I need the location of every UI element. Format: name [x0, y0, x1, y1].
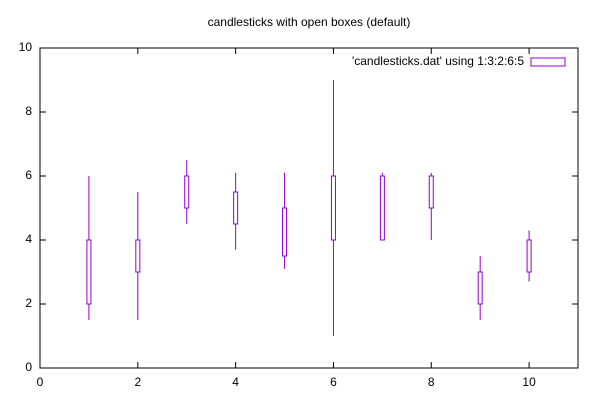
y-tick-label: 4: [25, 232, 32, 246]
x-tick-label: 2: [134, 375, 141, 389]
y-tick-label: 0: [25, 360, 32, 374]
x-tick-label: 0: [37, 375, 44, 389]
y-tick-label: 2: [25, 296, 32, 310]
chart-title: candlesticks with open boxes (default): [208, 15, 411, 29]
legend-label: 'candlesticks.dat' using 1:3:2:6:5: [352, 54, 524, 68]
candle-box: [282, 207, 288, 257]
y-tick-label: 10: [19, 40, 33, 54]
candle-box: [184, 175, 190, 209]
candle-box: [233, 191, 239, 225]
plot-frame: [39, 47, 579, 369]
x-tick-label: 6: [330, 375, 337, 389]
x-tick-label: 8: [428, 375, 435, 389]
candle-box: [86, 239, 92, 305]
legend-key: [530, 57, 566, 67]
candle-box: [330, 175, 336, 241]
x-tick-label: 10: [522, 375, 536, 389]
x-tick-label: 4: [232, 375, 239, 389]
candle-box: [477, 271, 483, 305]
y-tick-label: 8: [25, 104, 32, 118]
candle-box: [379, 175, 385, 241]
candle-box: [526, 239, 532, 273]
candle-box: [428, 175, 434, 209]
y-tick-label: 6: [25, 168, 32, 182]
candle-box: [135, 239, 141, 273]
